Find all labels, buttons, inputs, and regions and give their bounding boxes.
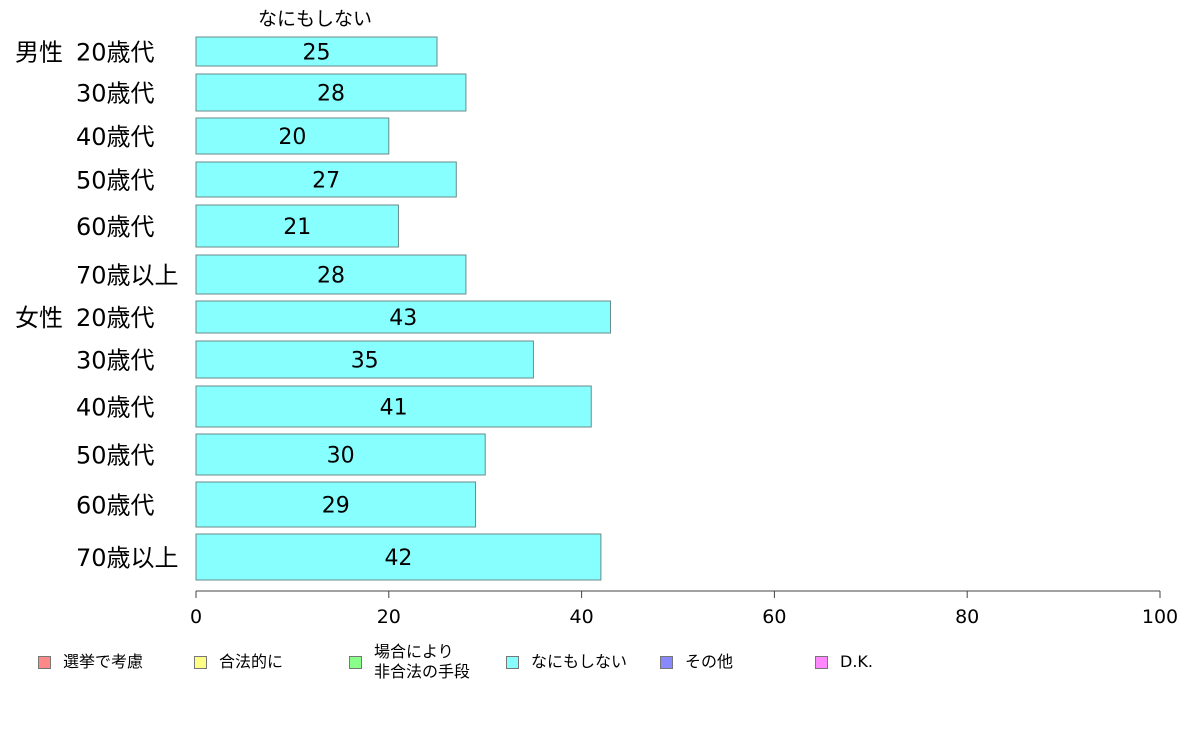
bar-value-label: 35 <box>351 349 379 374</box>
x-tick-label: 80 <box>955 606 979 628</box>
x-tick-label: 100 <box>1142 606 1178 628</box>
legend-item: 選挙で考慮 <box>38 652 143 672</box>
bar-value-label: 30 <box>327 444 355 469</box>
bar <box>195 300 612 334</box>
bar <box>195 73 467 112</box>
legend-swatch <box>38 655 51 669</box>
legend-label: その他 <box>685 652 734 671</box>
bar-value-label: 27 <box>312 169 340 194</box>
legend-item: D.K. <box>815 652 873 672</box>
bar <box>195 481 477 528</box>
legend-swatch <box>194 655 207 669</box>
bar-value-label: 29 <box>322 494 350 519</box>
group-label: 男性 <box>15 39 63 67</box>
bar-value-label: 25 <box>303 41 331 66</box>
bar <box>195 433 486 476</box>
legend-label: なにもしない <box>531 652 628 671</box>
x-tick-label: 0 <box>190 606 202 628</box>
legend-item: その他 <box>660 652 733 672</box>
category-label: 60歳代 <box>76 492 155 520</box>
bar <box>195 340 534 379</box>
group-label: 女性 <box>15 304 63 332</box>
legend: 選挙で考慮 合法的に 場合により 非合法の手段 なにもしない その他 D.K. <box>0 642 1188 692</box>
legend-item: なにもしない <box>506 652 627 672</box>
legend-label: D.K. <box>840 652 873 671</box>
bar <box>195 36 438 67</box>
legend-label: 選挙で考慮 <box>63 652 144 671</box>
bar <box>195 254 467 295</box>
category-label: 30歳代 <box>76 347 155 375</box>
category-label: 70歳以上 <box>76 544 179 572</box>
category-label: 50歳代 <box>76 442 155 470</box>
bar-value-label: 41 <box>380 396 408 421</box>
bar-value-label: 21 <box>283 215 311 240</box>
x-tick-label: 20 <box>377 606 401 628</box>
bar <box>195 533 602 581</box>
chart-title: なにもしない <box>258 8 372 30</box>
legend-swatch <box>815 655 828 669</box>
category-label: 70歳以上 <box>76 262 179 290</box>
legend-item: 合法的に <box>194 652 283 672</box>
legend-swatch <box>660 655 673 669</box>
bar <box>195 161 457 198</box>
category-label: 40歳代 <box>76 394 155 422</box>
category-label: 60歳代 <box>76 213 155 241</box>
legend-label: 場合により 非合法の手段 <box>374 642 471 681</box>
bar-value-label: 43 <box>389 306 417 331</box>
x-tick-label: 40 <box>570 606 594 628</box>
bar-value-label: 20 <box>278 125 306 150</box>
bar <box>195 117 390 155</box>
category-label: 30歳代 <box>76 80 155 108</box>
x-tick-label: 60 <box>762 606 786 628</box>
legend-swatch <box>506 655 519 669</box>
legend-label: 合法的に <box>219 652 284 671</box>
bar <box>195 204 399 248</box>
category-label: 20歳代 <box>76 304 155 332</box>
bar-value-label: 28 <box>317 82 345 107</box>
category-label: 20歳代 <box>76 39 155 67</box>
bar-value-label: 42 <box>384 546 412 571</box>
category-label: 50歳代 <box>76 167 155 195</box>
legend-item: 場合により 非合法の手段 <box>349 642 470 682</box>
legend-swatch <box>349 655 362 669</box>
category-label: 40歳代 <box>76 123 155 151</box>
bar <box>195 385 592 428</box>
bar-value-label: 28 <box>317 264 345 289</box>
